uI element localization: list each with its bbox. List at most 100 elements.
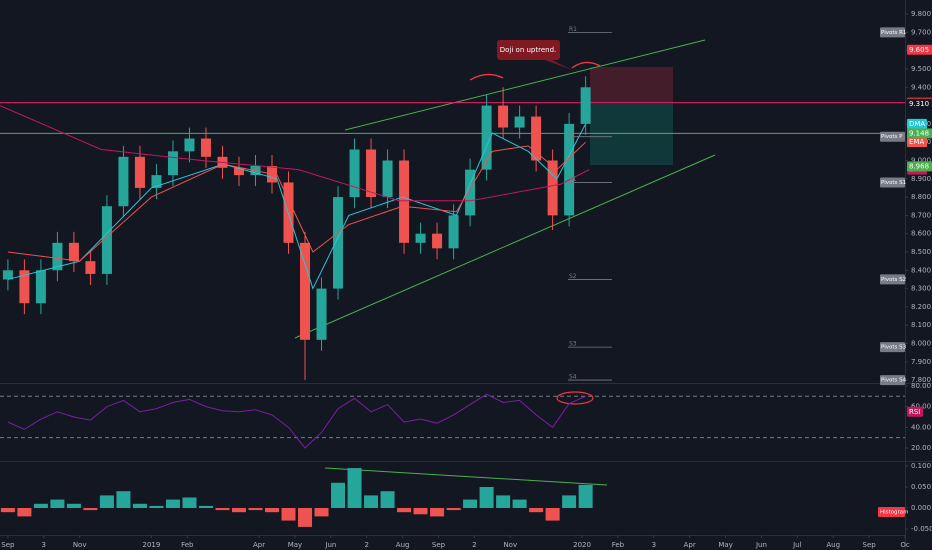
- candle-body: [184, 138, 195, 152]
- histogram-bar: [281, 507, 296, 521]
- y-tick-label: 0.100: [911, 462, 931, 470]
- candle-body: [333, 197, 344, 289]
- candle-body: [167, 151, 178, 176]
- candle-body: [19, 270, 30, 304]
- channel-upper: [344, 39, 706, 131]
- histogram-bar: [50, 499, 65, 508]
- y-tick-label: 9.800: [911, 10, 931, 18]
- pivot-axis-bg: [880, 375, 905, 386]
- y-tick-label: 8.900: [911, 175, 931, 183]
- y-tick-label: 8.400: [911, 266, 931, 274]
- y-tick-label: 8.500: [911, 248, 931, 256]
- x-tick-label: May: [718, 541, 732, 549]
- y-tick-label: 8.000: [911, 339, 931, 347]
- candle-body: [580, 87, 591, 124]
- candle-body: [448, 215, 459, 249]
- callout-box: [497, 40, 560, 60]
- x-tick-label: 2020: [573, 541, 591, 549]
- pivot-name: S1: [569, 176, 577, 183]
- histogram-bar: [215, 507, 230, 511]
- histogram-bar: [562, 495, 577, 508]
- pivot-name: P: [569, 130, 573, 137]
- histogram-bar: [446, 507, 461, 511]
- pivot-name: S2: [569, 273, 577, 280]
- price-label-bg: [907, 128, 932, 139]
- pivot-axis-label: Pivots S2: [881, 277, 906, 283]
- ma-label: DMA: [909, 120, 925, 128]
- histogram-bar: [265, 507, 280, 513]
- pivot-axis-label: Pivots R1: [881, 30, 906, 36]
- candle-body: [498, 105, 509, 128]
- histogram-bar: [545, 507, 560, 521]
- y-tick-label: 9.500: [911, 65, 931, 73]
- candle-body: [35, 270, 46, 304]
- moving-average: [7, 141, 586, 262]
- histogram-bar: [17, 507, 32, 517]
- candle-body: [465, 169, 476, 216]
- y-tick-label: 80.00: [911, 382, 931, 390]
- pane-label: RSI: [909, 408, 920, 416]
- pivot-axis-bg: [880, 27, 905, 38]
- candle-body: [564, 123, 575, 216]
- price-label: 9.148: [909, 129, 929, 137]
- x-tick-label: Nov: [73, 541, 87, 549]
- y-tick-label: 9.000: [911, 156, 931, 164]
- histogram-bar: [529, 507, 544, 513]
- candle-body: [415, 233, 426, 243]
- histogram-bar: [33, 503, 48, 508]
- pivot-axis-label: Pivots S3: [881, 345, 907, 351]
- histogram-bar: [132, 503, 147, 508]
- price-label-bg: [907, 161, 932, 172]
- candle-body: [118, 156, 129, 207]
- x-tick-label: Feb: [612, 541, 625, 549]
- histogram-bar: [231, 507, 246, 513]
- histogram-bar: [0, 507, 15, 513]
- pivot-name: R1: [569, 26, 577, 33]
- x-tick-label: Apr: [684, 541, 696, 549]
- y-tick-label: 8.800: [911, 193, 931, 201]
- price-label-bg: [907, 44, 932, 55]
- price-label: 8.968: [909, 162, 929, 170]
- candle-body: [200, 138, 211, 157]
- histogram-bar: [380, 491, 395, 508]
- x-tick-label: May: [288, 541, 302, 549]
- y-tick-label: 0.050: [911, 483, 931, 491]
- y-tick-label: -0.050: [911, 525, 932, 533]
- candle-body: [399, 160, 410, 243]
- stop-zone: [590, 67, 673, 101]
- histogram-bar: [149, 505, 164, 508]
- moving-average: [0, 105, 590, 202]
- histogram-bar: [298, 507, 313, 527]
- y-tick-label: 8.100: [911, 321, 931, 329]
- candle-body: [85, 261, 96, 274]
- histogram-bar: [578, 484, 593, 508]
- channel-lower: [294, 154, 716, 339]
- candle-body: [151, 175, 162, 188]
- pivot-axis-label: Pivots P: [881, 134, 903, 140]
- divergence-line: [324, 467, 608, 486]
- candle-body: [366, 149, 377, 198]
- histogram-bar: [248, 507, 263, 511]
- callout-text: Doji on uptrend.: [500, 46, 557, 54]
- y-tick-label: 60.00: [911, 403, 931, 411]
- ma-label-bg: [907, 137, 927, 148]
- x-tick-label: Apr: [253, 541, 265, 549]
- histogram-bar: [83, 507, 98, 511]
- pivot-name: S4: [569, 374, 577, 381]
- x-tick-label: Oc: [900, 541, 910, 549]
- x-tick-label: Nov: [503, 541, 517, 549]
- histogram-bar: [66, 503, 81, 508]
- price-label: 9.605: [909, 46, 929, 54]
- candle-body: [349, 149, 360, 198]
- pivot-axis-label: Pivots S4: [881, 378, 907, 384]
- x-tick-label: Jun: [324, 541, 336, 549]
- moving-average: [7, 123, 587, 290]
- x-tick-label: 3: [42, 541, 46, 549]
- y-tick-label: 20.00: [911, 444, 931, 452]
- y-tick-label: 8.600: [911, 230, 931, 238]
- x-tick-label: 2: [365, 541, 369, 549]
- x-tick-label: Feb: [181, 541, 194, 549]
- price-label-bg: [907, 98, 932, 109]
- histogram-bar: [347, 468, 362, 508]
